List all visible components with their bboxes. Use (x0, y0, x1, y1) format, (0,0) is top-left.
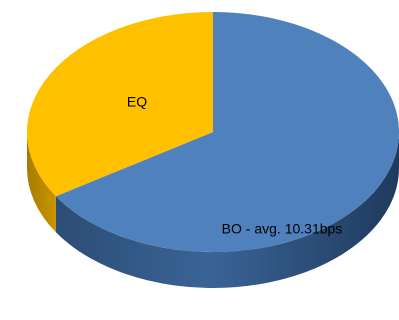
pie-slice-eq (27, 12, 213, 197)
pie-label-eq: EQ (127, 94, 147, 110)
pie-slice-bo (55, 12, 399, 253)
pie-slice-side-eq (27, 132, 56, 233)
pie-top-layer (27, 12, 399, 253)
pie-label-layer: BO - avg. 10.31bps EQ (127, 94, 342, 237)
pie-slice-side-bo (55, 132, 399, 289)
pie-side-layer (27, 132, 399, 289)
pie-label-bo: BO - avg. 10.31bps (222, 221, 343, 237)
